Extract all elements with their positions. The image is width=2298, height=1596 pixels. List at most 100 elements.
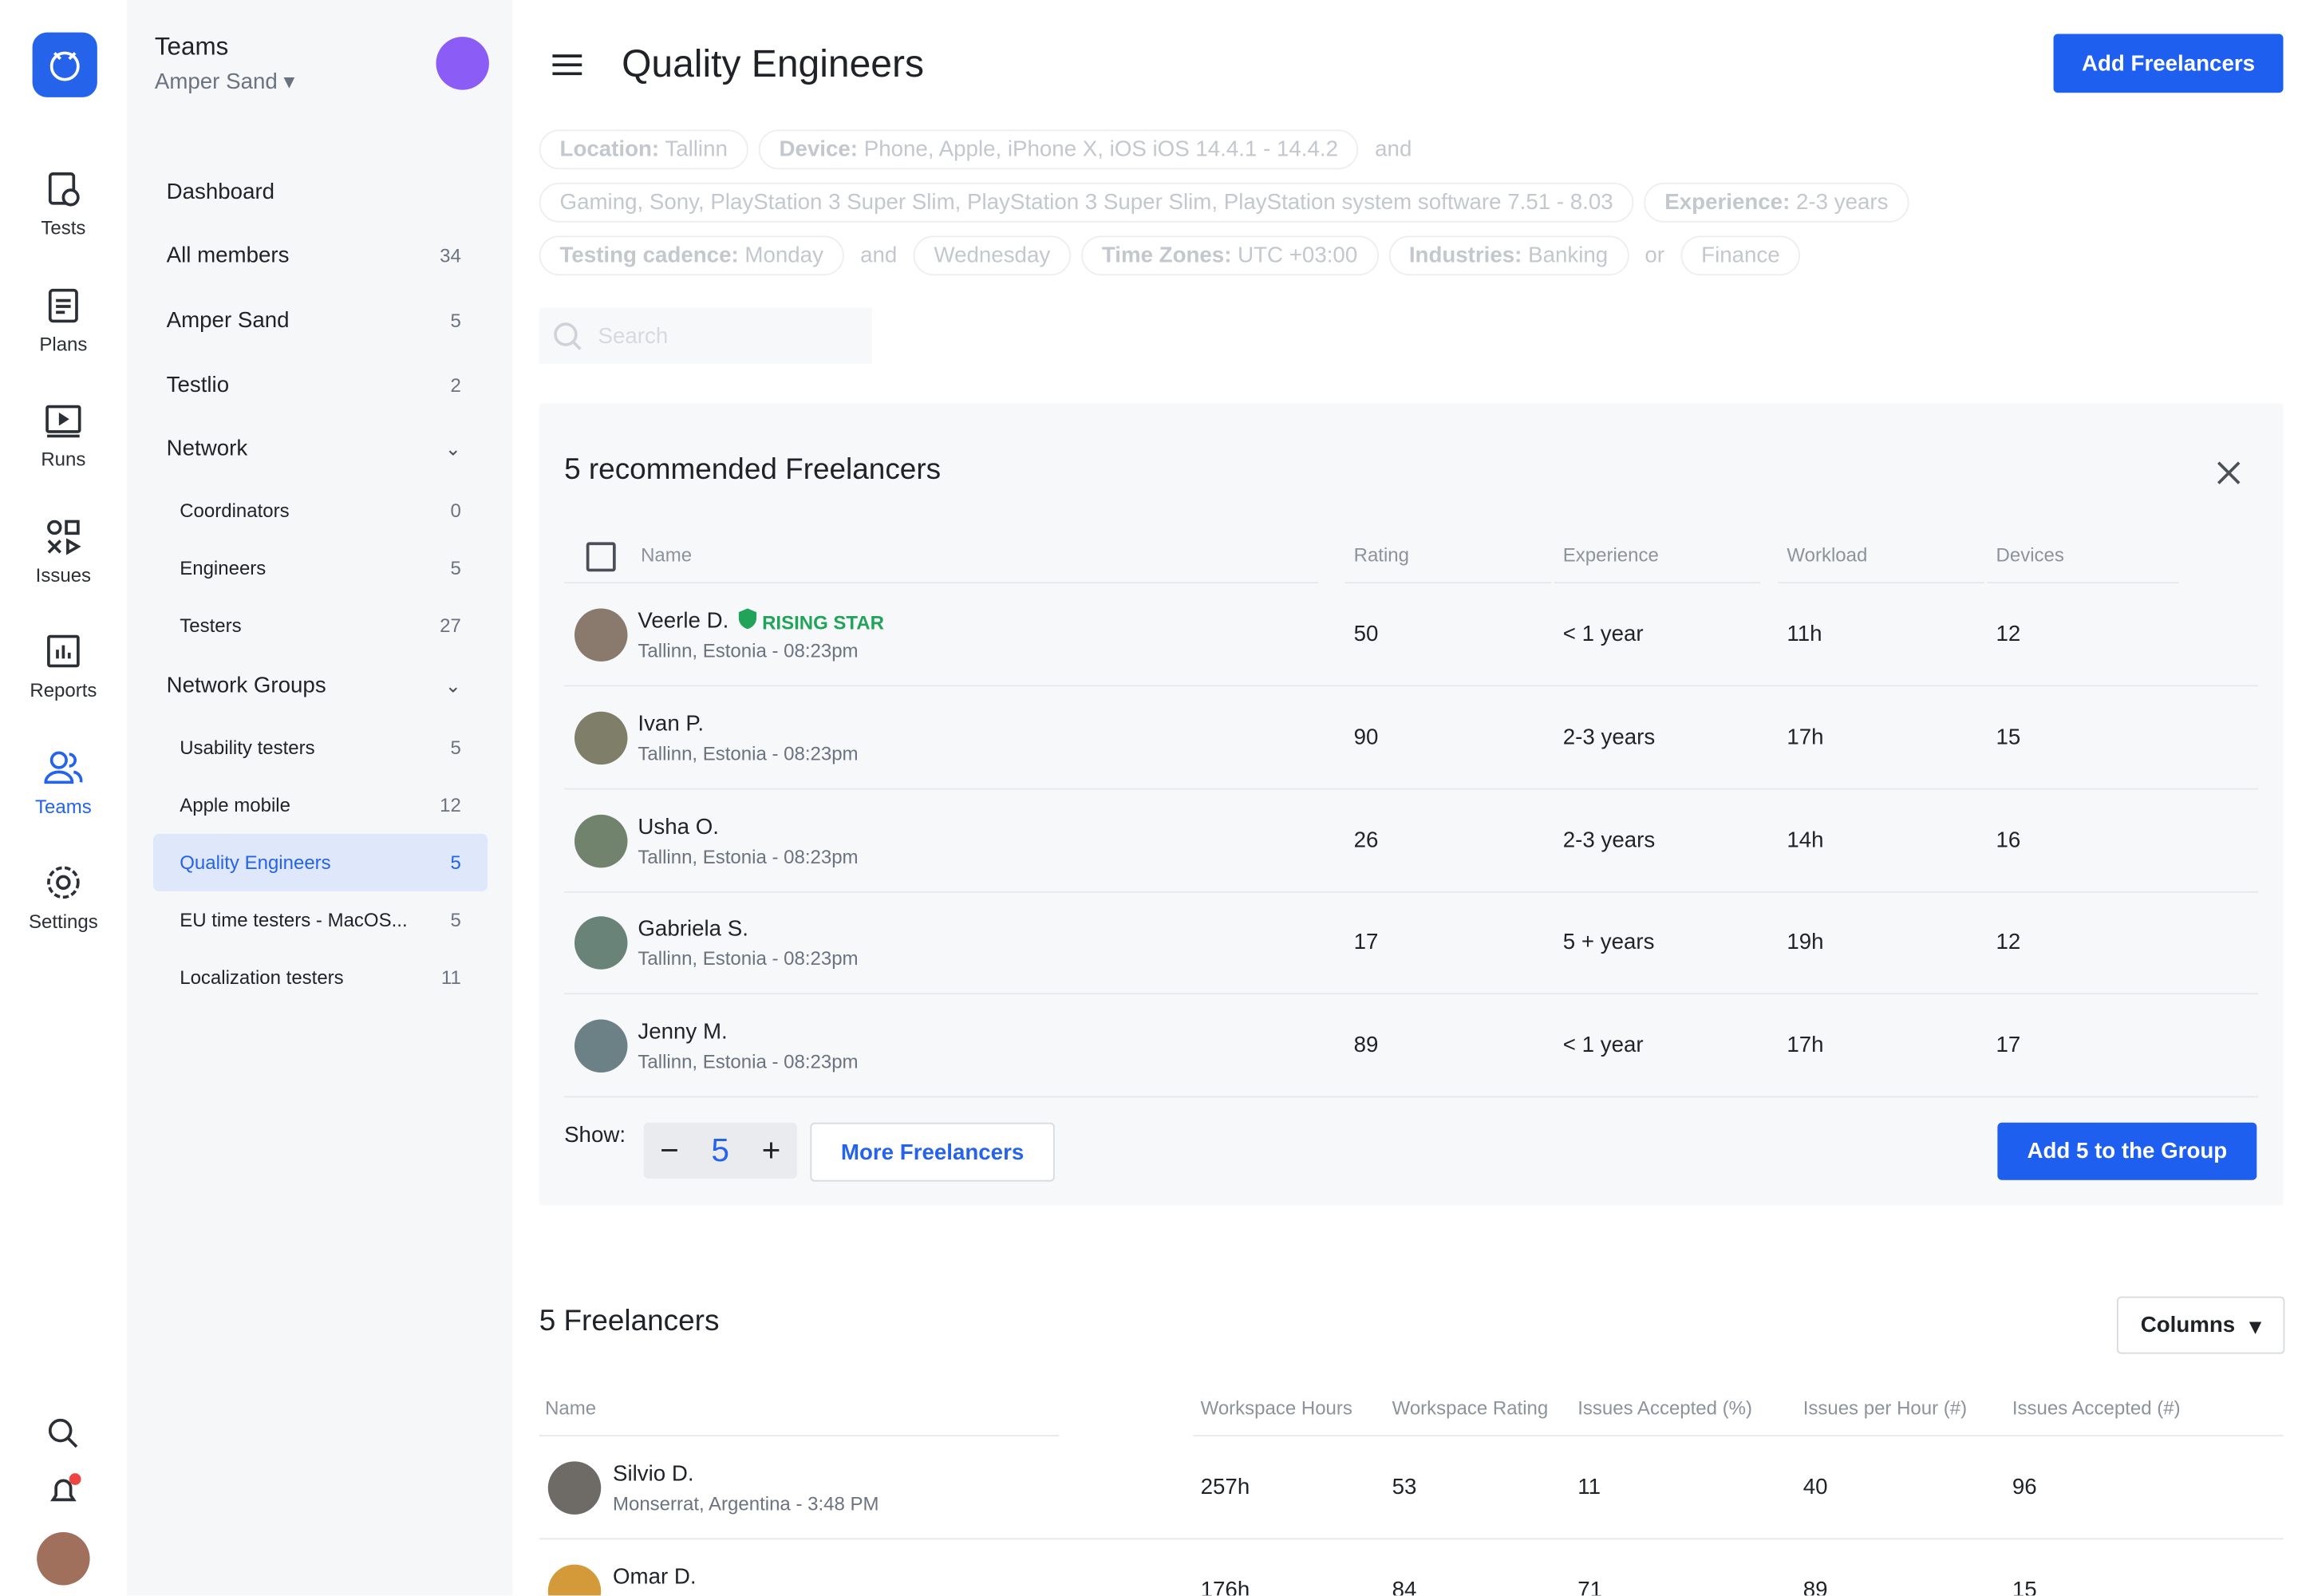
nav-label: Apple mobile	[180, 793, 290, 816]
name-text[interactable]: Ivan P.	[638, 711, 705, 737]
avatar	[574, 711, 628, 764]
filter-chip[interactable]: Time Zones: UTC +03:00	[1080, 235, 1379, 276]
filter-value: Monday	[744, 243, 823, 268]
nav-count: 34	[440, 244, 461, 267]
add-freelancers-button[interactable]: Add Freelancers	[2053, 34, 2284, 93]
freelancer-location: Tallinn, Estonia - 08:23pm	[638, 844, 859, 867]
filter-value: 2-3 years	[1796, 190, 1889, 215]
rail-item[interactable]: Plans	[0, 285, 127, 354]
rail-label: Settings	[28, 910, 98, 933]
column-header: Experience	[1562, 543, 1659, 566]
name-text[interactable]: Jenny M.	[638, 1019, 728, 1045]
nav-label: Dashboard	[166, 179, 275, 204]
rail-icon	[47, 634, 80, 668]
nav-label: Quality Engineers	[180, 851, 331, 874]
nav-item[interactable]: EU time testers - MacOS... 5	[153, 891, 488, 949]
filter-chip[interactable]: Device: Phone, Apple, iPhone X, iOS iOS …	[758, 129, 1359, 170]
nav-item[interactable]: All members 34	[153, 223, 488, 288]
columns-label: Columns	[2140, 1312, 2236, 1338]
cell-experience: 5 + years	[1562, 930, 1655, 956]
avatar	[574, 814, 628, 867]
nav-item[interactable]: Localization testers 11	[153, 949, 488, 1006]
avatar	[547, 1564, 602, 1596]
nav-item[interactable]: Dashboard	[153, 159, 488, 223]
nav-item[interactable]: Network Groups ⌄	[153, 654, 488, 718]
avatar	[574, 1019, 628, 1073]
nav-count: 5	[450, 908, 461, 931]
table-cell: 257h	[1200, 1474, 1250, 1500]
notifications-icon[interactable]	[47, 1473, 82, 1508]
nav-chevron[interactable]: ⌄	[444, 437, 461, 460]
table-cell: 40	[1802, 1474, 1828, 1500]
search-icon[interactable]	[47, 1417, 80, 1450]
filter-chip[interactable]: Wednesday	[913, 235, 1072, 276]
name-text[interactable]: Veerle D.	[638, 608, 729, 634]
nav-label: Network Groups	[166, 674, 326, 699]
nav-item[interactable]: Network ⌄	[153, 417, 488, 481]
row-separator	[564, 788, 2259, 790]
columns-button[interactable]: Columns ▾	[2116, 1296, 2285, 1354]
rail-label: Runs	[41, 448, 86, 470]
cell-workload: 11h	[1787, 622, 1822, 647]
search-box[interactable]: Search	[539, 307, 872, 364]
filter-chip[interactable]: Experience: 2-3 years	[1644, 182, 1909, 223]
cell-experience: < 1 year	[1562, 1033, 1644, 1058]
select-all-checkbox[interactable]	[586, 542, 616, 572]
decrement-button[interactable]: −	[660, 1131, 679, 1168]
filter-chip[interactable]: Gaming, Sony, PlayStation 3 Super Slim, …	[539, 182, 1634, 223]
nav-label: Testlio	[166, 372, 230, 397]
nav-item[interactable]: Usability testers 5	[153, 718, 488, 776]
name-text[interactable]: Gabriela S.	[638, 917, 748, 942]
rail-item[interactable]: Tests	[0, 169, 127, 239]
nav-count: 11	[440, 966, 461, 989]
sidebar-title: Teams	[154, 32, 229, 61]
menu-icon[interactable]	[552, 53, 585, 77]
page-title: Quality Engineers	[622, 41, 924, 86]
filter-chip[interactable]: Location: Tallinn	[539, 129, 748, 170]
nav-item[interactable]: Quality Engineers 5	[152, 833, 488, 891]
column-header: Name	[545, 1396, 597, 1419]
rail-icon	[45, 405, 81, 438]
workspace-switcher[interactable]: Amper Sand ▾	[154, 69, 295, 95]
nav-label: Network	[166, 437, 248, 462]
rail-item[interactable]: Settings	[0, 863, 127, 933]
filter-chip[interactable]: Testing cadence: Monday	[539, 235, 844, 276]
filter-chip[interactable]: Finance	[1680, 235, 1801, 276]
show-label: Show:	[564, 1122, 626, 1148]
nav-item[interactable]: Coordinators 0	[153, 481, 488, 539]
add-to-group-button[interactable]: Add 5 to the Group	[1997, 1122, 2257, 1180]
column-header: Workspace Rating	[1392, 1396, 1549, 1419]
user-avatar[interactable]	[37, 1531, 90, 1586]
nav-label: Usability testers	[180, 736, 315, 758]
rail-label: Teams	[35, 794, 92, 817]
freelancer-name[interactable]: Omar D.	[612, 1564, 697, 1590]
rail-item[interactable]: Runs	[0, 401, 127, 470]
nav-item[interactable]: Engineers 5	[153, 539, 488, 596]
nav-chevron[interactable]: ⌄	[444, 674, 461, 697]
rail-item[interactable]: Teams	[0, 748, 127, 817]
increment-button[interactable]: +	[761, 1131, 781, 1168]
cell-rating: 90	[1353, 724, 1379, 750]
rail-item[interactable]: Reports	[0, 632, 127, 701]
filter-label: Time Zones:	[1101, 243, 1232, 268]
filter-connector: and	[860, 243, 898, 268]
nav-item[interactable]: Amper Sand 5	[153, 288, 488, 353]
rail-item[interactable]: Issues	[0, 516, 127, 586]
freelancer-name[interactable]: Silvio D.	[612, 1461, 694, 1487]
freelancer-location: Monserrat, Argentina - 3:48 PM	[612, 1492, 879, 1515]
nav-item[interactable]: Apple mobile 12	[153, 776, 488, 833]
name-text[interactable]: Usha O.	[638, 814, 719, 839]
nav-item[interactable]: Testers 27	[153, 596, 488, 654]
close-button[interactable]	[2216, 460, 2242, 486]
column-header: Workspace Hours	[1200, 1396, 1352, 1419]
more-freelancers-button[interactable]: More Freelancers	[810, 1122, 1055, 1182]
table-cell: 96	[2012, 1474, 2037, 1500]
workspace-name: Amper Sand	[154, 69, 278, 95]
filter-chip[interactable]: Industries: Banking	[1388, 235, 1629, 276]
logo[interactable]	[32, 32, 97, 97]
table-cell: 176h	[1200, 1578, 1250, 1596]
workspace-avatar[interactable]	[436, 37, 489, 90]
nav-item[interactable]: Testlio 2	[153, 352, 488, 417]
freelancer-location: Tallinn, Estonia - 08:23pm	[638, 639, 859, 662]
